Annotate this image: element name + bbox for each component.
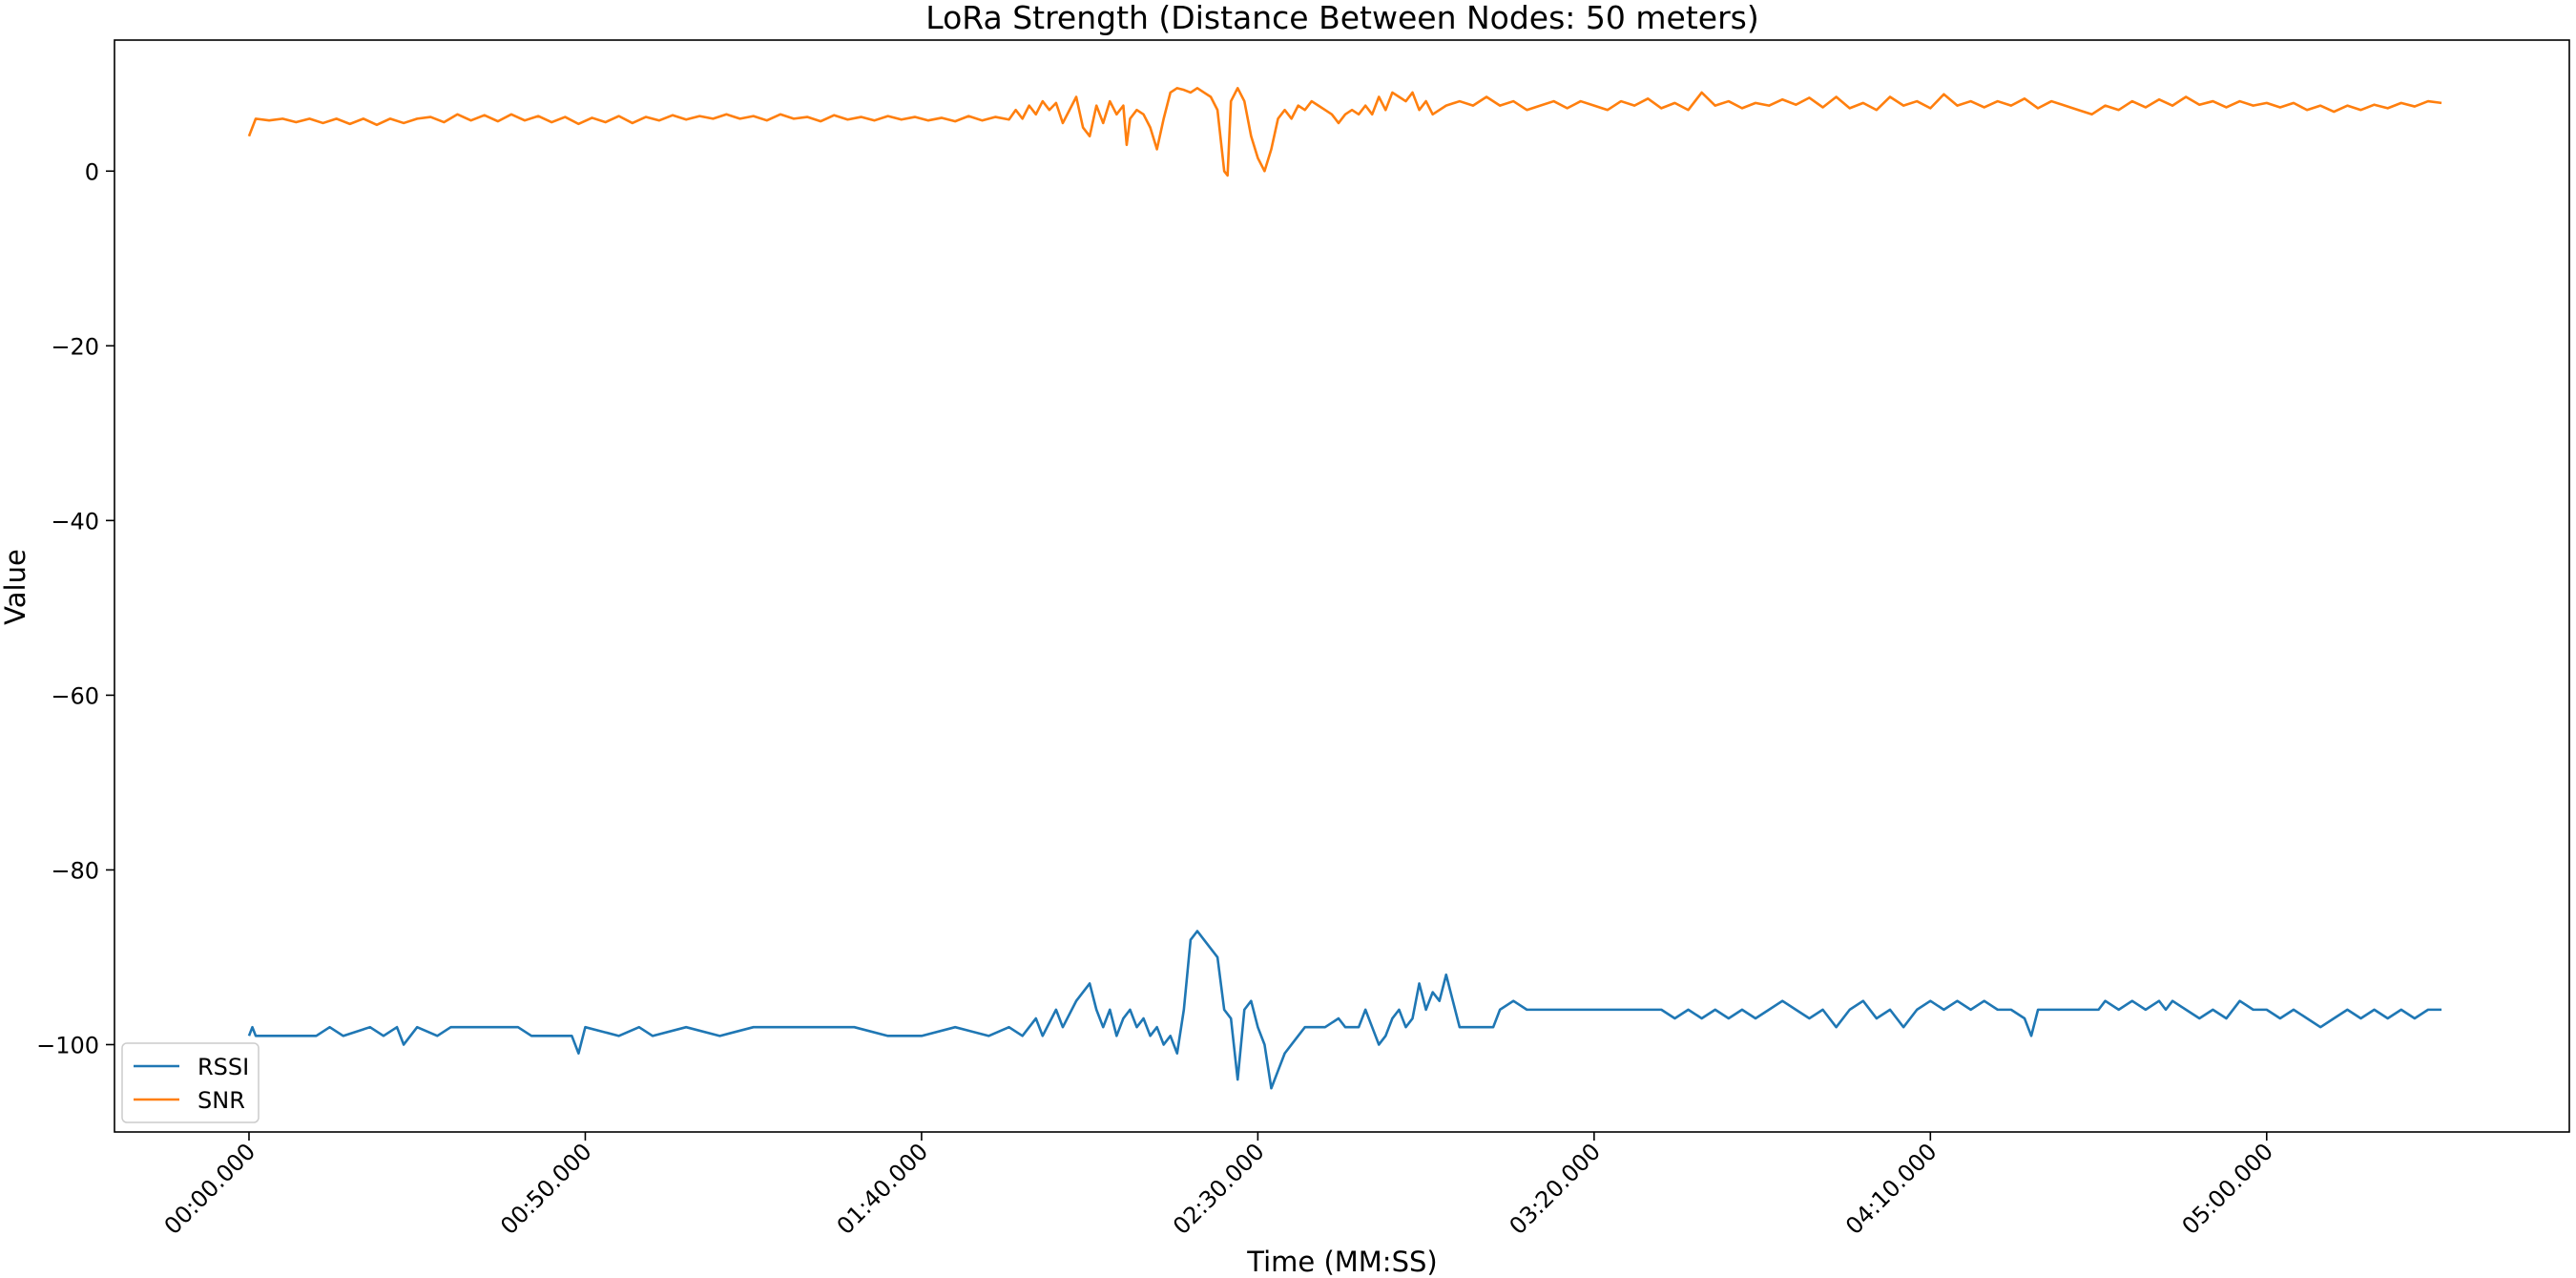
- series-layer: [247, 87, 2442, 1090]
- y-tick-label: −60: [51, 682, 99, 709]
- series-line-snr: [247, 87, 2442, 178]
- y-tick-label: −20: [51, 333, 99, 360]
- y-axis-ticks: 0 −20 −40 −60 −80 −100: [36, 158, 114, 1058]
- legend-box: [121, 1042, 260, 1123]
- y-tick-label: −100: [36, 1032, 99, 1058]
- plot-frame: [114, 39, 2570, 1133]
- y-tick-label: 0: [85, 158, 99, 185]
- legend-snr-label: SNR: [197, 1087, 245, 1114]
- y-tick-label: −80: [51, 857, 99, 884]
- y-tick-label: −40: [51, 508, 99, 534]
- x-axis-label: Time (MM:SS): [1246, 1246, 1437, 1278]
- legend: RSSI SNR: [121, 1042, 260, 1123]
- y-axis-label: Value: [0, 549, 31, 625]
- legend-rssi-label: RSSI: [197, 1054, 249, 1080]
- series-line-rssi: [247, 930, 2442, 1090]
- chart-title: LoRa Strength (Distance Between Nodes: 5…: [925, 0, 1758, 36]
- plot-area: [114, 39, 2570, 1133]
